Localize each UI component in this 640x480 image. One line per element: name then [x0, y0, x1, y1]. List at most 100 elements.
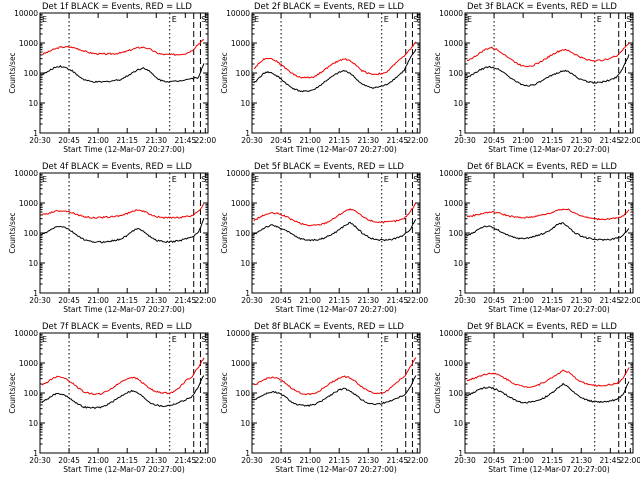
y-tick-label: 10 — [28, 259, 38, 268]
y-tick-label: 100 — [236, 69, 251, 78]
x-tick-label: 20:45 — [58, 136, 80, 145]
y-tick-label: 100 — [449, 229, 464, 238]
x-tick-label: 20:30 — [241, 456, 263, 465]
detector-panel: Det 3f BLACK = Events, RED = LLD 1 10 100 10… — [433, 2, 640, 154]
x-tick-label: 22:00 — [194, 296, 216, 305]
y-tick-label: 100 — [24, 229, 39, 238]
events-series-line — [41, 375, 205, 410]
x-tick-label: 21:30 — [145, 136, 167, 145]
y-axis-label: Counts/sec — [8, 52, 17, 93]
detector-panel: Det 7f BLACK = Events, RED = LLD 1 10 100 10… — [8, 322, 216, 474]
marker-label: E — [467, 175, 472, 184]
marker-label: S — [626, 335, 631, 344]
x-tick-label: 20:45 — [270, 136, 292, 145]
x-tick-label: 21:00 — [299, 456, 321, 465]
plot-frame — [464, 332, 634, 454]
x-tick-label: 20:45 — [58, 456, 80, 465]
y-tick-label: 1000 — [19, 199, 38, 208]
x-tick-label: 21:15 — [116, 136, 138, 145]
events-series-line — [253, 48, 417, 93]
y-tick-label: 1 — [458, 449, 463, 458]
panel-title: Det 7f BLACK = Events, RED = LLD — [42, 322, 192, 332]
panel-title: Det 5f BLACK = Events, RED = LLD — [254, 162, 404, 172]
panel-title: Det 8f BLACK = Events, RED = LLD — [254, 322, 404, 332]
marker-label: E — [467, 15, 472, 24]
x-tick-label: 21:00 — [512, 456, 534, 465]
y-tick-label: 1 — [245, 449, 250, 458]
panel-title: Det 2f BLACK = Events, RED = LLD — [254, 2, 404, 12]
y-tick-label: 10 — [453, 99, 463, 108]
y-tick-label: 10 — [28, 99, 38, 108]
x-tick-label: 21:45 — [175, 296, 197, 305]
marker-label: S — [413, 175, 418, 184]
y-axis-label: Counts/sec — [220, 52, 229, 93]
marker-label: E — [42, 15, 47, 24]
detector-panel: Det 2f BLACK = Events, RED = LLD 1 10 100 10… — [220, 2, 428, 154]
y-axis-label: Counts/sec — [8, 212, 17, 253]
events-series-line — [466, 222, 630, 242]
y-tick-label: 1 — [33, 129, 38, 138]
events-series-line — [466, 54, 630, 87]
x-tick-label: 22:00 — [194, 136, 216, 145]
y-axis-label: Counts/sec — [220, 212, 229, 253]
y-tick-label: 10000 — [226, 169, 250, 178]
x-tick-label: 21:15 — [328, 456, 350, 465]
lld-series-line — [466, 367, 630, 388]
marker-label: E — [254, 335, 259, 344]
panel-title: Det 6f BLACK = Events, RED = LLD — [467, 162, 617, 172]
x-tick-label: 21:30 — [570, 136, 592, 145]
x-tick-label: 20:45 — [58, 296, 80, 305]
lld-series-line — [253, 41, 417, 79]
marker-label: S — [201, 175, 206, 184]
marker-label: E — [254, 15, 259, 24]
x-tick-label: 20:45 — [483, 296, 505, 305]
x-axis-label: Start Time (12-Mar-07 20:27:00) — [275, 145, 397, 154]
detector-panel: Det 8f BLACK = Events, RED = LLD 1 10 100 10… — [220, 322, 428, 474]
lld-series-line — [253, 202, 417, 227]
plot-frame — [39, 12, 209, 134]
y-tick-label: 1 — [245, 289, 250, 298]
y-tick-label: 1000 — [231, 199, 250, 208]
y-tick-label: 10 — [240, 419, 250, 428]
events-series-line — [466, 381, 630, 404]
x-tick-label: 21:15 — [541, 136, 563, 145]
plot-frame — [464, 12, 634, 134]
y-tick-label: 100 — [24, 69, 39, 78]
marker-label: E — [254, 175, 259, 184]
x-tick-label: 20:30 — [29, 456, 51, 465]
x-tick-label: 21:00 — [512, 296, 534, 305]
x-tick-label: 20:45 — [270, 296, 292, 305]
detector-panel: Det 4f BLACK = Events, RED = LLD 1 10 100 10… — [8, 162, 216, 314]
x-tick-label: 21:45 — [387, 456, 409, 465]
x-tick-label: 22:00 — [406, 456, 428, 465]
lld-series-line — [41, 357, 205, 396]
x-tick-label: 21:45 — [600, 136, 622, 145]
marker-label: E — [172, 335, 177, 344]
panel-title: Det 1f BLACK = Events, RED = LLD — [42, 2, 192, 12]
panel-title: Det 9f BLACK = Events, RED = LLD — [467, 322, 617, 332]
y-tick-label: 10000 — [14, 169, 38, 178]
y-tick-label: 100 — [24, 389, 39, 398]
plot-frame — [464, 172, 634, 294]
marker-label: E — [597, 335, 602, 344]
detector-panel: Det 1f BLACK = Events, RED = LLD 1 10 100 10… — [8, 2, 216, 154]
x-axis-label: Start Time (12-Mar-07 20:27:00) — [63, 465, 185, 474]
x-tick-label: 20:30 — [454, 296, 476, 305]
marker-label: E — [384, 15, 389, 24]
panel-title: Det 4f BLACK = Events, RED = LLD — [42, 162, 192, 172]
x-tick-label: 21:45 — [600, 296, 622, 305]
x-tick-label: 20:30 — [29, 296, 51, 305]
events-series-line — [253, 219, 417, 242]
lld-series-line — [41, 204, 205, 219]
x-tick-label: 21:15 — [541, 296, 563, 305]
x-tick-label: 21:15 — [541, 456, 563, 465]
y-tick-label: 10000 — [439, 329, 463, 338]
x-tick-label: 22:00 — [619, 296, 640, 305]
marker-label: E — [172, 15, 177, 24]
y-tick-label: 10000 — [14, 9, 38, 18]
x-tick-label: 20:30 — [241, 296, 263, 305]
y-tick-label: 10 — [453, 419, 463, 428]
x-tick-label: 22:00 — [194, 456, 216, 465]
y-tick-label: 1000 — [19, 359, 38, 368]
x-tick-label: 21:30 — [357, 296, 379, 305]
